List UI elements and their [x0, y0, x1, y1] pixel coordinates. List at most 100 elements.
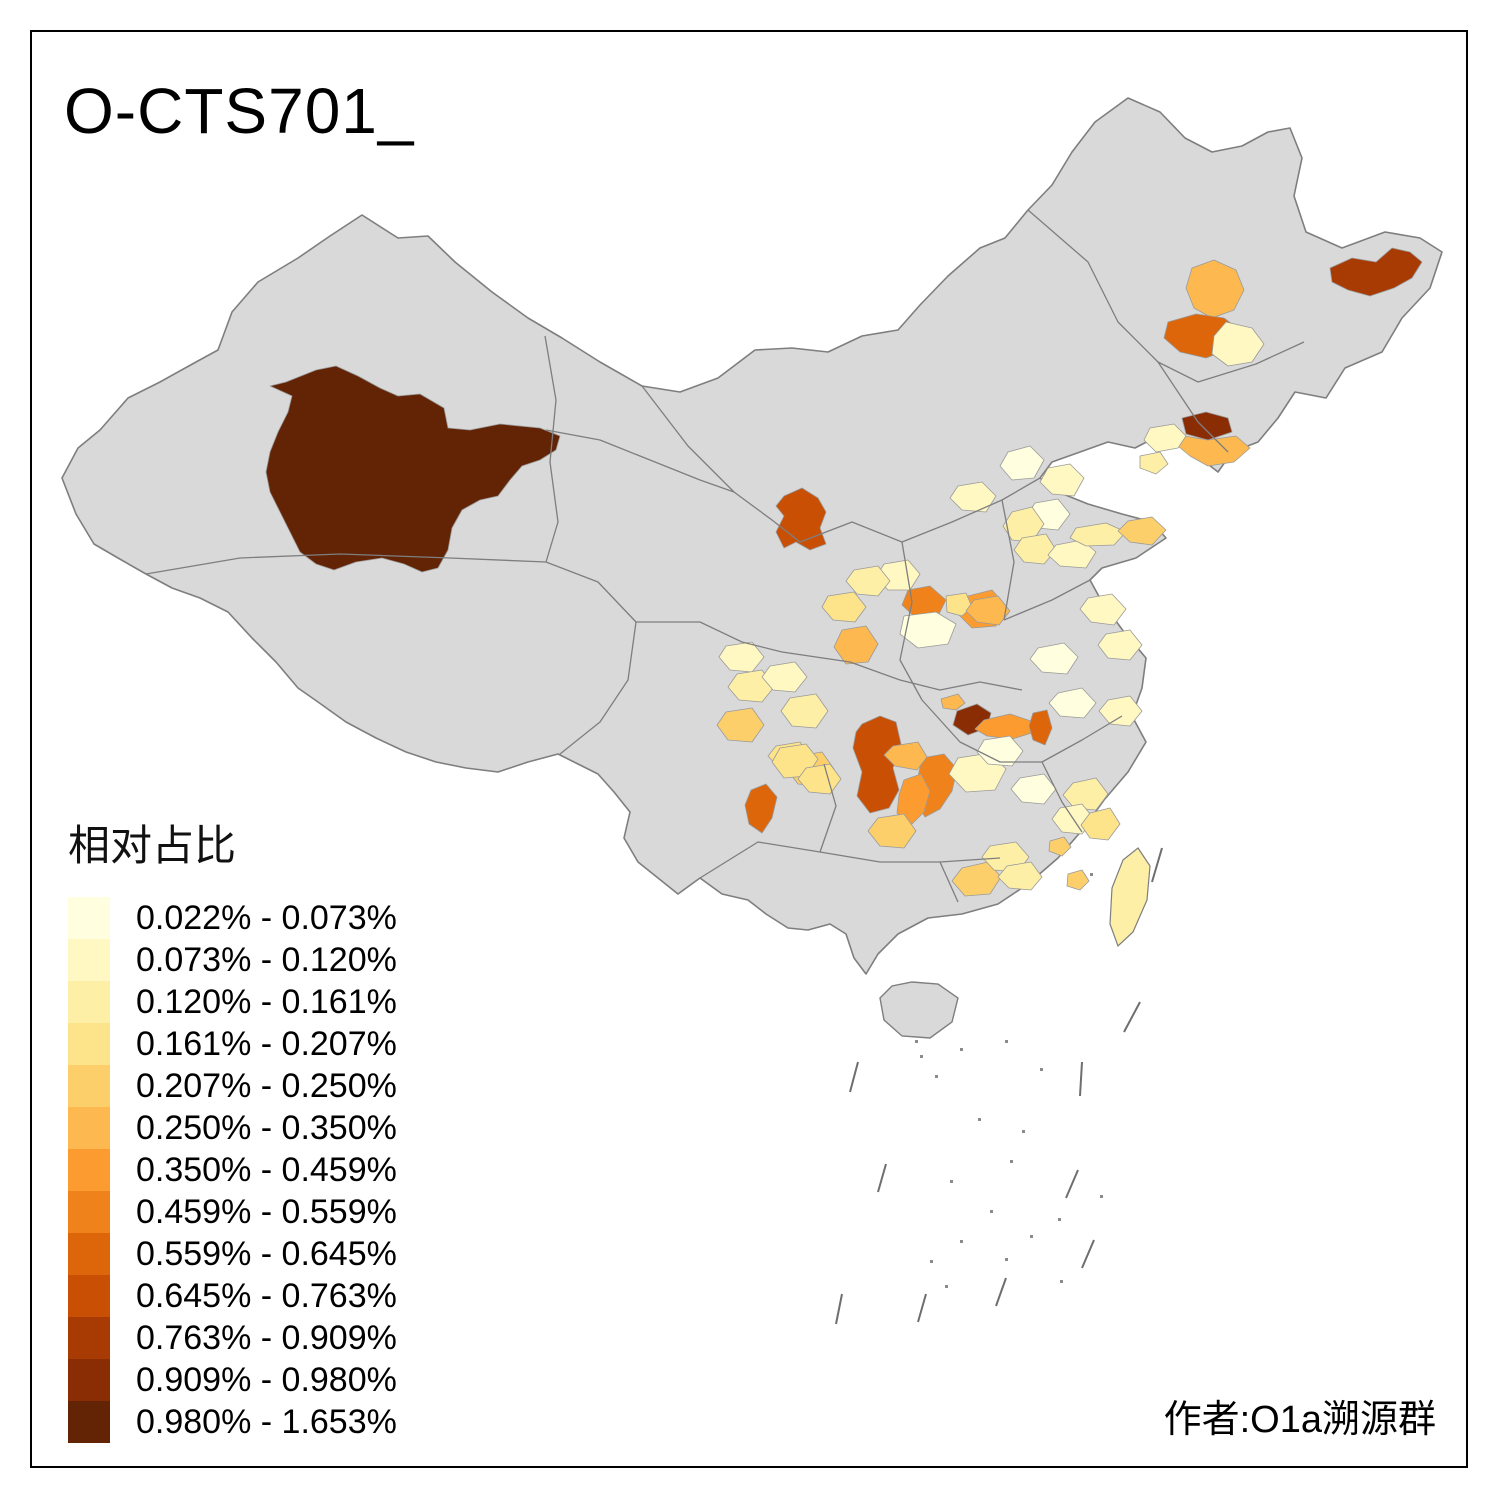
legend-title: 相对占比 — [68, 822, 237, 869]
province-border — [1003, 579, 1091, 621]
legend-row: 0.161% - 0.207% — [68, 1023, 397, 1065]
page-title: O-CTS701_ — [64, 75, 415, 147]
prefecture-region-class-2 — [1039, 463, 1085, 497]
small-island-dot — [978, 1118, 981, 1121]
prefecture-region-class-6 — [940, 693, 966, 711]
prefecture-region-class-9 — [1028, 709, 1053, 746]
legend-swatch-3 — [68, 981, 110, 1023]
province-border — [699, 841, 1001, 879]
prefecture-region-class-1 — [1010, 773, 1057, 805]
prefecture-region-class-6 — [883, 741, 928, 771]
province-border — [545, 429, 735, 493]
province-border — [636, 621, 783, 653]
small-island-dot — [1040, 1068, 1043, 1071]
legend-label: 0.980% - 1.653% — [136, 1403, 397, 1441]
legend-swatch-13 — [68, 1401, 110, 1443]
small-island-dot — [945, 1285, 948, 1288]
legend-swatch-7 — [68, 1149, 110, 1191]
legend-row: 0.350% - 0.459% — [68, 1149, 397, 1191]
legend-row: 0.073% - 0.120% — [68, 939, 397, 981]
legend-swatch-8 — [68, 1191, 110, 1233]
legend-row: 0.459% - 0.559% — [68, 1191, 397, 1233]
nine-dash-line-segment — [1151, 847, 1163, 883]
taiwan-island — [1109, 847, 1151, 948]
prefecture-region-class-10 — [852, 715, 902, 814]
legend-swatch-12 — [68, 1359, 110, 1401]
legend-swatch-4 — [68, 1023, 110, 1065]
legend-label: 0.459% - 0.559% — [136, 1193, 397, 1231]
prefecture-region-class-3 — [780, 693, 829, 729]
province-border — [921, 699, 1123, 763]
nine-dash-line-segment — [877, 1163, 887, 1193]
legend-row: 0.909% - 0.980% — [68, 1359, 397, 1401]
nine-dash-line-segment — [1079, 1061, 1083, 1097]
prefecture-region-class-13 — [265, 365, 561, 573]
prefecture-region-class-5 — [716, 707, 765, 743]
prefecture-region-class-6 — [965, 595, 1011, 626]
prefecture-region-class-2 — [1211, 321, 1265, 367]
legend-label: 0.763% - 0.909% — [136, 1319, 397, 1357]
prefecture-region-class-2 — [1097, 629, 1143, 661]
prefecture-region-class-2 — [1079, 593, 1127, 626]
hainan-island — [879, 981, 959, 1039]
prefecture-region-class-11 — [1329, 247, 1423, 297]
prefecture-region-class-6 — [1185, 259, 1245, 319]
legend-label: 0.645% - 0.763% — [136, 1277, 397, 1315]
legend-swatch-1 — [68, 897, 110, 939]
nine-dash-line-segment — [1065, 1169, 1079, 1199]
legend-swatch-10 — [68, 1275, 110, 1317]
legend-row: 0.250% - 0.350% — [68, 1107, 397, 1149]
small-island-dot — [990, 1210, 993, 1213]
prefecture-region-class-3 — [1013, 533, 1057, 565]
prefecture-region-class-2 — [761, 661, 808, 693]
small-island-dot — [1005, 1040, 1008, 1043]
prefecture-region-class-3 — [997, 861, 1043, 891]
small-island-dot — [960, 1240, 963, 1243]
province-border — [145, 553, 547, 575]
province-border — [1041, 761, 1083, 833]
small-island-dot — [1010, 1160, 1013, 1163]
nine-dash-line-segment — [917, 1293, 927, 1323]
prefecture-region-class-5 — [1117, 516, 1167, 546]
small-island-dot — [1058, 1218, 1061, 1221]
legend-label: 0.250% - 0.350% — [136, 1109, 397, 1147]
legend-label: 0.559% - 0.645% — [136, 1235, 397, 1273]
prefecture-region-class-3 — [1139, 451, 1169, 475]
nine-dash-line-segment — [1081, 1239, 1095, 1269]
prefecture-region-class-1 — [999, 445, 1045, 481]
prefecture-region-class-4 — [1080, 807, 1121, 841]
legend-label: 0.909% - 0.980% — [136, 1361, 397, 1399]
small-island-dot — [935, 1075, 938, 1078]
plot-frame — [30, 30, 1468, 1468]
legend-row: 0.207% - 0.250% — [68, 1065, 397, 1107]
province-border — [1001, 499, 1015, 621]
prefecture-region-class-1 — [976, 735, 1024, 767]
prefecture-region-class-5 — [867, 813, 917, 849]
prefecture-region-class-7 — [896, 773, 931, 828]
legend-label: 0.073% - 0.120% — [136, 941, 397, 979]
prefecture-region-class-3 — [1069, 522, 1127, 547]
province-border — [899, 541, 923, 701]
prefecture-region-class-7 — [974, 713, 1036, 740]
nine-dash-line-segment — [835, 1293, 843, 1325]
prefecture-region-class-3 — [1062, 777, 1109, 811]
legend-row: 0.559% - 0.645% — [68, 1233, 397, 1275]
small-island-dot — [915, 1040, 918, 1043]
province-border — [544, 335, 559, 563]
prefecture-region-class-6 — [833, 625, 879, 665]
legend-row: 0.645% - 0.763% — [68, 1275, 397, 1317]
nine-dash-line-segment — [995, 1277, 1007, 1307]
legend-swatch-11 — [68, 1317, 110, 1359]
small-island-dot — [1060, 1280, 1063, 1283]
legend-row: 0.022% - 0.073% — [68, 897, 397, 939]
legend-swatch-2 — [68, 939, 110, 981]
prefecture-region-class-6 — [1177, 435, 1251, 467]
legend-row: 0.120% - 0.161% — [68, 981, 397, 1023]
legend-label: 0.207% - 0.250% — [136, 1067, 397, 1105]
legend-label: 0.161% - 0.207% — [136, 1025, 397, 1063]
small-island-dot — [1005, 1258, 1008, 1261]
small-island-dot — [950, 1180, 953, 1183]
nine-dash-line-segment — [1123, 1001, 1141, 1033]
province-border — [939, 861, 959, 903]
